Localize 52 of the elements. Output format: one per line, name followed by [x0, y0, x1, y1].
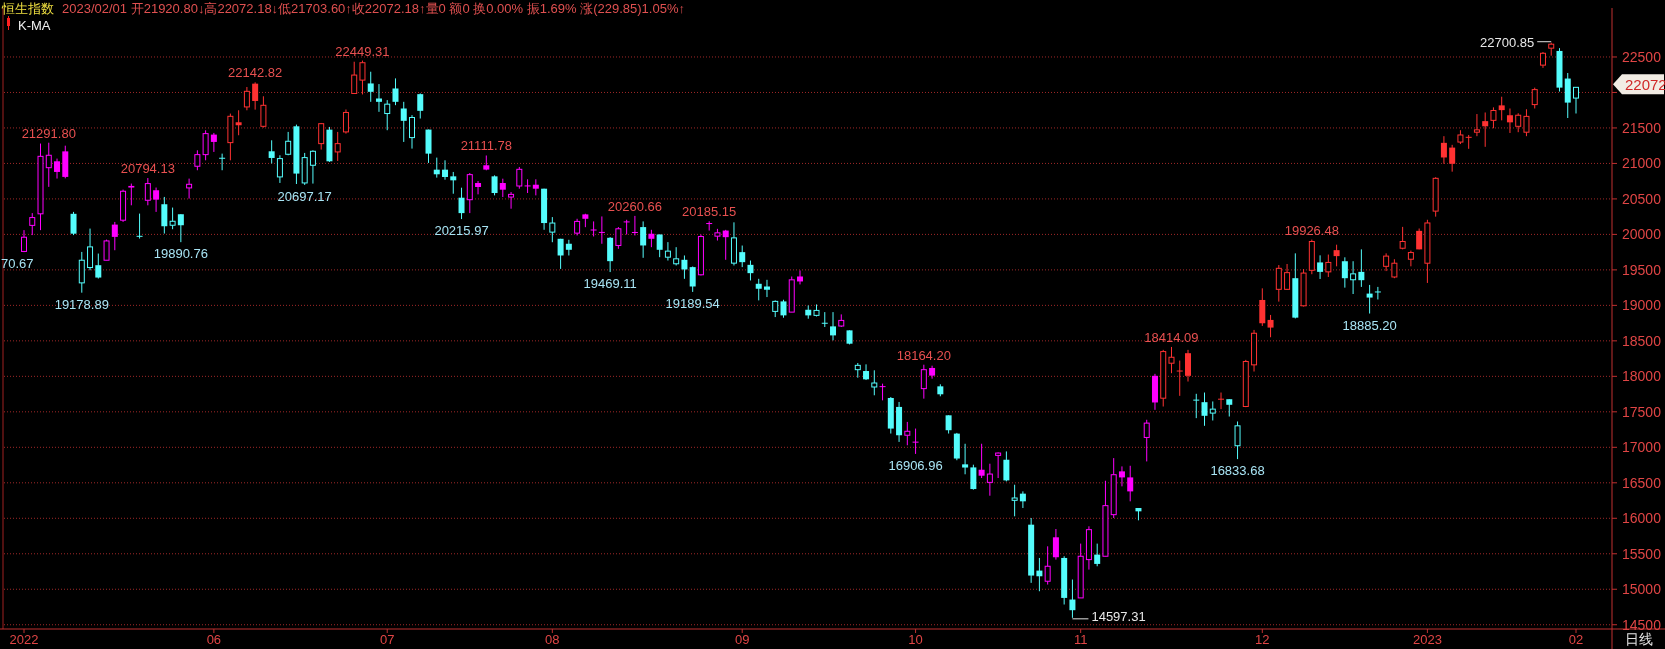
annotation: K-MA	[18, 18, 51, 33]
y-tick-label: 20000	[1622, 226, 1662, 243]
x-tick-label: 2023	[1412, 632, 1442, 647]
y-tick-label: 19500	[1622, 261, 1662, 278]
x-tick-label: 12	[1255, 632, 1270, 647]
annotation: 19189.54	[665, 295, 720, 311]
y-tick-label: 17000	[1622, 439, 1662, 456]
annotation: 14597.31	[1091, 608, 1146, 624]
annotation: 18164.20	[896, 347, 951, 363]
annotation: 22449.31	[335, 43, 390, 59]
y-tick-label: 21500	[1622, 119, 1662, 136]
x-tick-label: 07	[380, 632, 395, 647]
x-tick-label: 10	[908, 632, 923, 647]
annotation: 20697.17	[277, 188, 332, 204]
x-tick-label: 02	[1568, 632, 1584, 647]
annotation: 21291.80	[21, 125, 76, 141]
chart-subtitle: 2023/02/01 开21920.80↓高22072.18↓低21703.60↑收22072.18↑量0 额0 换0.00% 振1.69% 涨(229.85)1.05%↑	[62, 1, 685, 16]
x-tick-label: 06	[206, 632, 222, 647]
y-tick-label: 15000	[1622, 581, 1662, 598]
annotation: 20185.15	[682, 204, 737, 220]
annotation: 70.67	[1, 256, 34, 272]
y-tick-label: 20500	[1622, 190, 1662, 207]
y-tick-label: 22500	[1622, 48, 1662, 65]
annotation: 20215.97	[434, 223, 489, 239]
y-tick-label: 15500	[1622, 545, 1662, 562]
y-tick-label: 16000	[1622, 510, 1662, 527]
annotation: 21111.78	[460, 138, 512, 154]
text: 日线	[1625, 631, 1653, 647]
y-tick-label: 18500	[1622, 332, 1662, 349]
y-tick-label: 19000	[1622, 297, 1662, 314]
x-tick-label: 09	[734, 632, 750, 647]
annotation: 19469.11	[583, 276, 637, 292]
y-tick-label: 14500	[1622, 616, 1662, 633]
annotation: 20794.13	[120, 161, 175, 177]
annotation: 19926.48	[1284, 222, 1339, 238]
annotation: 16906.96	[888, 457, 943, 473]
x-tick-label: 2022	[9, 632, 39, 647]
x-tick-label: 08	[545, 632, 560, 647]
annotation: 22142.82	[228, 65, 283, 81]
x-tick-label: 11	[1073, 632, 1088, 647]
annotation: 19890.76	[153, 246, 208, 262]
y-tick-label: 17500	[1622, 403, 1662, 420]
annotation: 18414.09	[1144, 329, 1199, 345]
y-tick-label: 18000	[1622, 368, 1662, 385]
annotation: 19178.89	[54, 296, 109, 312]
annotation: 22700.85	[1480, 34, 1535, 50]
y-tick-label: 16500	[1622, 474, 1662, 491]
y-tick-label: 21000	[1622, 155, 1662, 172]
annotation: 16833.68	[1210, 463, 1265, 479]
annotation: 18885.20	[1342, 317, 1397, 333]
chart-title: 恒生指数	[1, 1, 54, 16]
annotation: 20260.66	[607, 198, 663, 214]
